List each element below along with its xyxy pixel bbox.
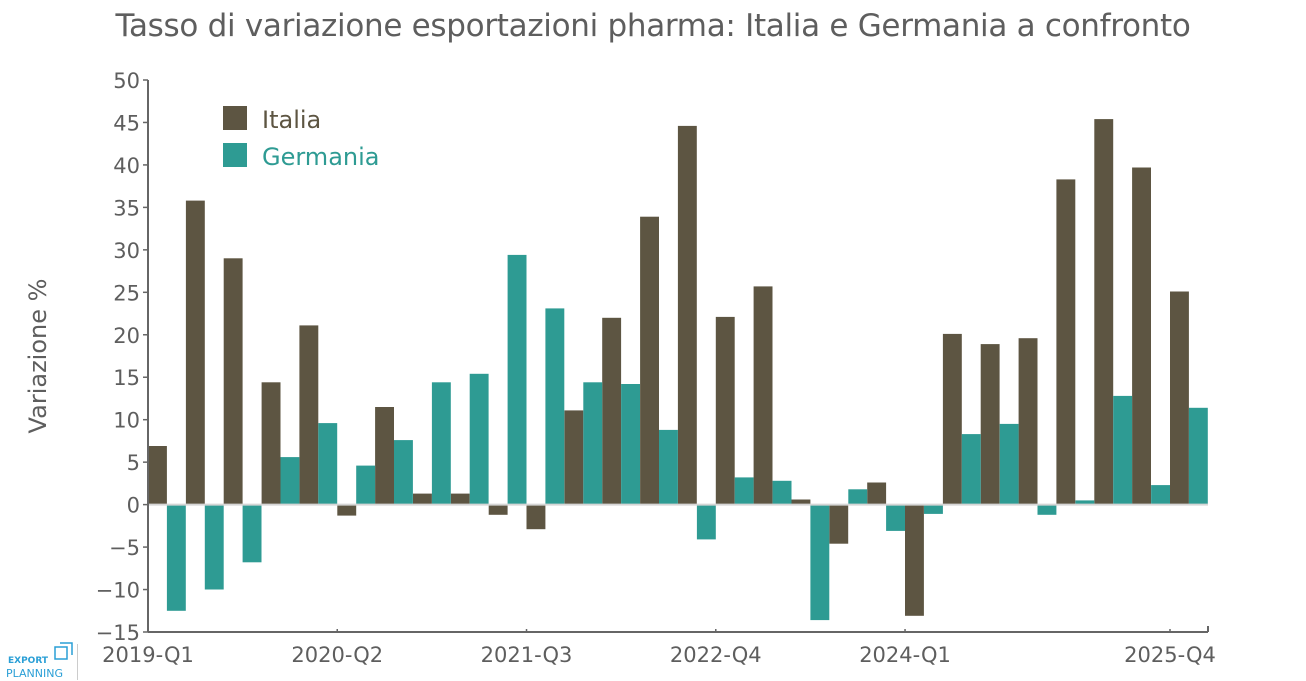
bar-italia-2019-Q3 [223,258,243,505]
y-axis: −15 −10 −5 0 5 10 15 20 25 30 35 40 45 50 [96,69,149,645]
bar-italia-2020-Q1 [299,325,319,505]
y-tick-label: 45 [113,111,140,135]
bar-germania-2025-Q2 [1113,395,1133,505]
y-tick-label: 50 [113,69,140,93]
logo-text-planning: PLANNING [6,667,63,680]
y-tick-label: 15 [113,366,140,390]
bar-italia-2022-Q1 [602,317,622,505]
bar-germania-2022-Q2 [659,429,678,505]
bar-germania-2023-Q4 [886,504,905,531]
bar-italia-2020-Q3 [375,407,394,505]
bar-italia-2019-Q2 [185,200,205,505]
bar-italia-2022-Q2 [640,216,659,505]
bar-italia-2021-Q2 [488,504,508,515]
bar-germania-2025-Q3 [1151,485,1170,505]
y-tick-label: 25 [113,281,140,305]
logo-squares-icon [54,642,73,660]
y-tick-label: −15 [96,621,140,645]
x-tick-label: 2019-Q1 [102,643,194,667]
bar-italia-2021-Q3 [526,504,546,530]
bar-germania-2023-Q2 [810,504,830,621]
legend-label-germania: Germania [262,143,379,171]
logo-divider [77,644,78,680]
x-tick-label: 2022-Q4 [670,643,762,667]
bar-italia-2020-Q4 [413,493,432,505]
bar-italia-2022-Q3 [677,125,697,505]
bar-germania-2021-Q4 [583,382,603,505]
bar-italia-2025-Q2 [1094,119,1114,505]
bar-italia-2023-Q3 [829,504,849,544]
bar-germania-2021-Q2 [507,254,527,505]
y-tick-label: 0 [127,494,140,518]
bar-germania-2023-Q1 [772,480,792,505]
bar-germania-2022-Q4 [734,477,754,505]
bar-italia-2023-Q4 [867,482,887,505]
legend-label-italia: Italia [262,106,321,134]
y-tick-label: −5 [109,536,140,560]
bar-germania-2021-Q1 [469,373,489,505]
bar-germania-2020-Q2 [356,465,376,505]
y-tick-label: −10 [96,579,140,603]
bar-italia-2021-Q4 [564,410,584,505]
bar-italia-2022-Q4 [715,316,735,505]
x-tick-label: 2025-Q4 [1124,643,1216,667]
bar-germania-2019-Q1 [166,504,186,611]
bar-italia-2024-Q4 [1018,338,1038,505]
bars-group [148,119,1208,621]
bar-germania-2024-Q1 [924,504,943,514]
chart-title: Tasso di variazione esportazioni pharma:… [115,8,1191,44]
bar-germania-2024-Q3 [999,423,1019,505]
y-tick-label: 40 [113,154,140,178]
bar-italia-2023-Q1 [753,286,773,505]
x-axis: 2019-Q1 2020-Q2 2021-Q3 2022-Q4 2024-Q1 2025-… [102,626,1216,667]
bar-germania-2024-Q4 [1037,504,1057,515]
y-tick-label: 35 [113,196,140,220]
bar-italia-2024-Q3 [980,344,1000,505]
logo-text-export: EXPORT [8,656,48,666]
bar-germania-2019-Q3 [242,504,262,563]
bar-germania-2019-Q2 [204,504,224,590]
bar-italia-2025-Q4 [1170,291,1189,505]
bar-italia-2019-Q4 [261,382,281,505]
bar-germania-2022-Q1 [621,384,640,505]
bar-germania-2025-Q4 [1188,407,1208,505]
y-tick-label: 20 [113,324,140,348]
bar-germania-2020-Q4 [431,382,451,505]
legend-swatch-germania [223,143,247,167]
bar-germania-2022-Q3 [696,504,716,540]
export-planning-logo: EXPORT PLANNING [6,640,78,680]
bar-italia-2020-Q2 [337,504,357,516]
bar-germania-2020-Q1 [318,423,338,505]
y-tick-label: 30 [113,239,140,263]
bar-germania-2023-Q3 [848,489,868,505]
bar-italia-2021-Q1 [450,493,470,505]
y-tick-label: 10 [113,409,140,433]
x-tick-label: 2024-Q1 [859,643,951,667]
bar-italia-2024-Q2 [942,333,962,505]
bar-italia-2024-Q1 [905,504,924,616]
bar-germania-2021-Q3 [545,308,565,505]
bar-italia-2019-Q1 [148,446,167,505]
legend-swatch-italia [223,106,247,130]
bar-italia-2025-Q3 [1132,167,1151,505]
bar-italia-2023-Q2 [791,499,811,505]
bar-germania-2025-Q1 [1075,500,1095,505]
y-tick-label: 5 [127,451,140,475]
y-axis-label: Variazione % [24,279,52,434]
legend: Italia Germania [223,106,379,171]
bar-germania-2024-Q2 [961,434,981,505]
bar-italia-2025-Q1 [1056,179,1076,505]
x-tick-label: 2020-Q2 [291,643,383,667]
x-tick-label: 2021-Q3 [481,643,573,667]
bar-germania-2019-Q4 [280,457,300,505]
bar-germania-2020-Q3 [394,440,413,505]
